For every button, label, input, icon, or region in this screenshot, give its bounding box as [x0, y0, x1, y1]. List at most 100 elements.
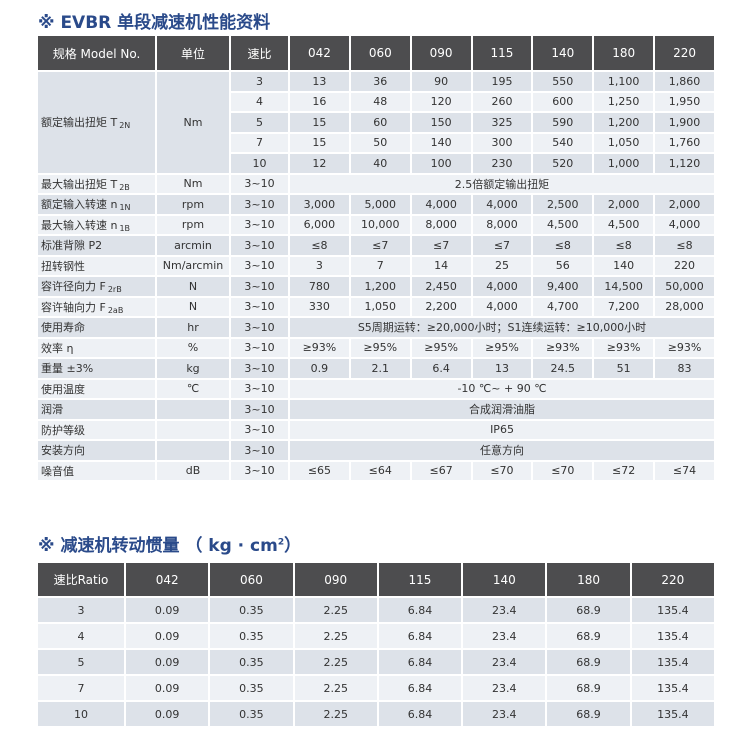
value-cell: ≥93% [290, 338, 349, 357]
table-row: 扭转钢性 Nm/arcmin 3~10 3 7 14 25 56 140 220 [38, 256, 714, 275]
span-value-cell: 合成润滑油脂 [290, 400, 714, 419]
param-cell: 润滑 [38, 400, 155, 419]
value-cell: 9,400 [533, 277, 593, 296]
value-cell: 1,950 [655, 92, 714, 111]
param-cell: 噪音值 [38, 461, 155, 480]
value-cell: 4,000 [472, 195, 532, 214]
param-cell: 额定输出扭矩 T 2N [38, 72, 155, 173]
value-cell: 4,000 [655, 215, 714, 234]
value-cell: 15 [290, 133, 349, 152]
value-cell: 4,000 [472, 277, 532, 296]
value-cell: 25 [472, 256, 532, 275]
ratio-cell: 7 [231, 133, 288, 152]
param-label: 安装方向 [41, 444, 85, 458]
value-cell: 68.9 [547, 702, 630, 726]
value-cell: ≤70 [472, 461, 532, 480]
value-cell: 2.25 [294, 676, 377, 700]
value-cell: 135.4 [631, 676, 714, 700]
ratio-cell: 4 [231, 92, 288, 111]
value-cell: ≥93% [594, 338, 654, 357]
value-cell: 0.35 [210, 702, 293, 726]
value-cell: 540 [533, 133, 593, 152]
value-cell: 325 [472, 113, 532, 132]
table-row: 最大输入转速 n 1B rpm 3~10 6,000 10,000 8,000 8,000 4,… [38, 215, 714, 234]
value-cell: 13 [472, 359, 532, 378]
param-cell: 重量 ±3% [38, 359, 155, 378]
value-cell: 2.25 [294, 650, 377, 674]
header-cell: 速比 [231, 36, 288, 70]
value-cell: 7,200 [594, 297, 654, 316]
value-cell: 40 [350, 154, 410, 173]
value-cell: 1,200 [350, 277, 410, 296]
value-cell: 1,050 [594, 133, 654, 152]
value-cell: 300 [472, 133, 532, 152]
value-cell: 135.4 [631, 598, 714, 622]
value-cell: ≥93% [533, 338, 593, 357]
value-cell: 2,200 [411, 297, 471, 316]
ratio-cell: 3~10 [231, 420, 288, 439]
param-label: 防护等级 [41, 423, 85, 437]
value-cell: ≤8 [533, 236, 593, 255]
value-cell: 14 [411, 256, 471, 275]
value-cell: 6.4 [411, 359, 471, 378]
param-cell: 最大输入转速 n 1B [38, 215, 155, 234]
value-cell: 6.84 [378, 598, 462, 622]
value-cell: 6.84 [378, 676, 462, 700]
param-subscript: 2N [119, 121, 131, 131]
section-title-inertia: ※ 减速机转动惯量 （ kg · cm2） [38, 531, 301, 556]
value-cell: 550 [533, 72, 593, 91]
table-row: 最大输出扭矩 T 2B Nm 3~10 2.5倍额定输出扭矩 [38, 174, 714, 193]
value-cell: 2,450 [411, 277, 471, 296]
header-cell: 速比Ratio [38, 563, 124, 596]
ratio-cell: 4 [38, 624, 124, 648]
table-row: 4 0.09 0.35 2.25 6.84 23.4 68.9 135.4 [38, 624, 714, 648]
table-row: 10 12 40 100 230 520 1,000 1,120 [38, 154, 714, 173]
value-cell: ≤67 [411, 461, 471, 480]
value-cell: 1,120 [655, 154, 714, 173]
header-cell: 180 [594, 36, 654, 70]
table-row: 重量 ±3% kg 3~10 0.9 2.1 6.4 13 24.5 51 83 [38, 359, 714, 378]
value-cell: 4,500 [533, 215, 593, 234]
value-cell: 16 [290, 92, 349, 111]
unit-cell: ℃ [157, 379, 229, 398]
value-cell: 120 [411, 92, 471, 111]
header-cell: 090 [294, 563, 377, 596]
value-cell: ≤64 [350, 461, 410, 480]
param-cell: 使用温度 [38, 379, 155, 398]
param-label: 扭转钢性 [41, 259, 85, 273]
table-row: 额定输入转速 n 1N rpm 3~10 3,000 5,000 4,000 4,000 2,5… [38, 195, 714, 214]
value-cell: 68.9 [547, 624, 630, 648]
value-cell: 4,700 [533, 297, 593, 316]
unit-cell: N [157, 277, 229, 296]
value-cell: ≥95% [350, 338, 410, 357]
param-label: 噪音值 [41, 464, 74, 478]
table-row: 容许径向力 F 2rB N 3~10 780 1,200 2,450 4,000 9,400 14… [38, 277, 714, 296]
value-cell: 8,000 [472, 215, 532, 234]
table-row: 5 0.09 0.35 2.25 6.84 23.4 68.9 135.4 [38, 650, 714, 674]
value-cell: 330 [290, 297, 349, 316]
param-label: 最大输入转速 n [41, 218, 118, 232]
value-cell: 140 [594, 256, 654, 275]
param-label: 额定输入转速 n [41, 198, 118, 212]
table-row: 润滑 3~10 合成润滑油脂 [38, 400, 714, 419]
param-cell: 扭转钢性 [38, 256, 155, 275]
param-cell: 标准背隙 P2 [38, 236, 155, 255]
unit-cell [157, 420, 229, 439]
value-cell: 50 [350, 133, 410, 152]
value-cell: 8,000 [411, 215, 471, 234]
param-label: 润滑 [41, 403, 63, 417]
table-row: 防护等级 3~10 IP65 [38, 420, 714, 439]
value-cell: 140 [411, 133, 471, 152]
param-subscript: 2B [119, 182, 130, 192]
value-cell: 2.1 [350, 359, 410, 378]
value-cell: 135.4 [631, 624, 714, 648]
param-cell: 安装方向 [38, 441, 155, 460]
param-label: 标准背隙 P2 [41, 239, 103, 253]
ratio-cell: 3~10 [231, 461, 288, 480]
ratio-cell: 3~10 [231, 338, 288, 357]
span-value-cell: 任意方向 [290, 441, 714, 460]
value-cell: 6.84 [378, 650, 462, 674]
value-cell: 13 [290, 72, 349, 91]
unit-cell [157, 441, 229, 460]
ratio-cell: 3~10 [231, 195, 288, 214]
